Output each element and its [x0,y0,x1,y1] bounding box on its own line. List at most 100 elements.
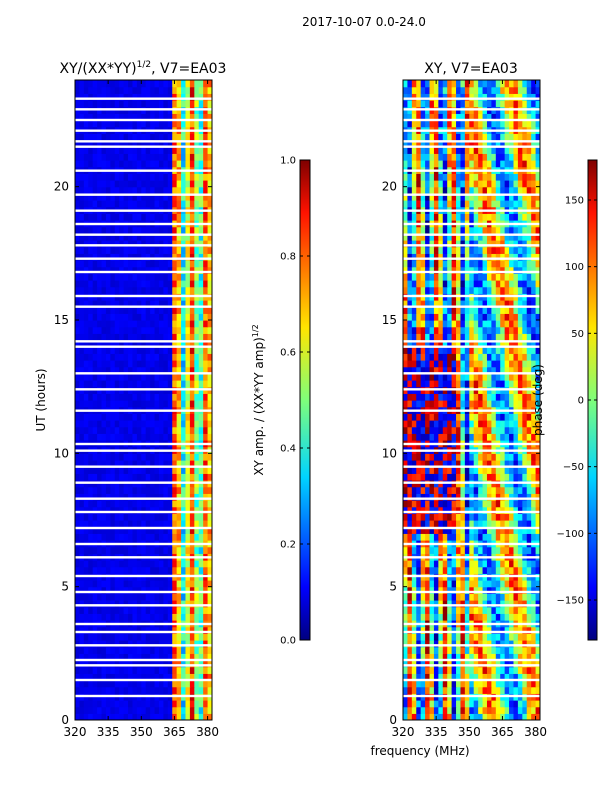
heatmap-cell [451,340,457,348]
heatmap-cell [473,673,479,681]
heatmap-cell [83,466,89,474]
heatmap-cell [420,706,426,714]
heatmap-cell [136,200,142,208]
heatmap-cell [460,680,466,688]
heatmap-cell [176,346,182,354]
heatmap-cell [522,413,528,421]
heatmap-cell [83,173,89,181]
heatmap-cell [110,200,116,208]
heatmap-cell [154,93,160,101]
heatmap-cell [433,500,439,508]
heatmap-cell [407,346,413,354]
heatmap-cell [88,280,94,288]
heatmap-cell [469,380,475,388]
heatmap-cell [460,413,466,421]
heatmap-cell [207,200,212,208]
heatmap-cell [198,380,204,388]
heatmap-cell [517,520,523,528]
heatmap-cell [114,433,120,441]
heatmap-cell [198,233,204,241]
heatmap-cell [150,593,156,601]
heatmap-cell [88,680,94,688]
heatmap-cell [207,606,212,614]
heatmap-cell [110,93,116,101]
heatmap-cell [128,646,134,654]
heatmap-cell [486,380,492,388]
heatmap-cell [123,433,129,441]
heatmap-cell [425,640,431,648]
heatmap-cell [154,133,160,141]
heatmap-cell [145,153,151,161]
heatmap-cell [433,580,439,588]
heatmap-cell [150,113,156,121]
heatmap-cell [531,413,537,421]
heatmap-cell [75,86,81,94]
heatmap-cell [132,473,138,481]
heatmap-cell [486,333,492,341]
heatmap-cell [486,346,492,354]
heatmap-cell [158,93,164,101]
heatmap-cell [110,326,116,334]
heatmap-cell [416,326,422,334]
heatmap-cell [482,306,488,314]
heatmap-cell [185,373,191,381]
heatmap-cell [433,706,439,714]
heatmap-cell [154,486,160,494]
heatmap-cell [500,706,506,714]
heatmap-cell [75,160,81,168]
heatmap-cell [433,426,439,434]
heatmap-cell [473,506,479,514]
heatmap-cell [207,186,212,194]
heatmap-cell [473,600,479,608]
heatmap-cell [172,200,178,208]
heatmap-cell [194,306,200,314]
heatmap-cell [425,700,431,708]
heatmap-cell [110,653,116,661]
heatmap-cell [105,666,111,674]
heatmap-cell [504,566,510,574]
flagged-row [75,233,212,236]
heatmap-cell [403,393,409,401]
heatmap-cell [88,286,94,294]
heatmap-cell [447,560,453,568]
x-tick-label: 335 [97,725,120,739]
heatmap-cell [194,100,200,108]
heatmap-cell [92,666,98,674]
heatmap-cell [97,153,103,161]
heatmap-cell [504,613,510,621]
heatmap-cell [163,373,169,381]
heatmap-cell [119,353,125,361]
heatmap-cell [517,340,523,348]
heatmap-cell [451,653,457,661]
heatmap-cell [203,346,209,354]
heatmap-cell [105,680,111,688]
heatmap-cell [88,366,94,374]
heatmap-cell [136,486,142,494]
heatmap-cell [456,306,462,314]
heatmap-cell [119,306,125,314]
heatmap-cell [407,686,413,694]
heatmap-cell [198,420,204,428]
heatmap-cell [176,153,182,161]
heatmap-cell [509,613,515,621]
heatmap-cell [167,533,173,541]
heatmap-cell [429,706,435,714]
heatmap-cell [469,580,475,588]
heatmap-cell [123,506,129,514]
heatmap-cell [517,713,523,720]
heatmap-cell [132,633,138,641]
heatmap-cell [110,306,116,314]
heatmap-cell [500,433,506,441]
heatmap-cell [535,513,540,521]
heatmap-cell [110,160,116,168]
heatmap-cell [119,380,125,388]
heatmap-cell [411,566,417,574]
heatmap-cell [145,193,151,201]
heatmap-cell [83,286,89,294]
heatmap-cell [531,713,537,720]
heatmap-cell [189,273,195,281]
heatmap-cell [154,633,160,641]
heatmap-cell [420,526,426,534]
heatmap-cell [141,713,147,720]
heatmap-cell [123,320,129,328]
